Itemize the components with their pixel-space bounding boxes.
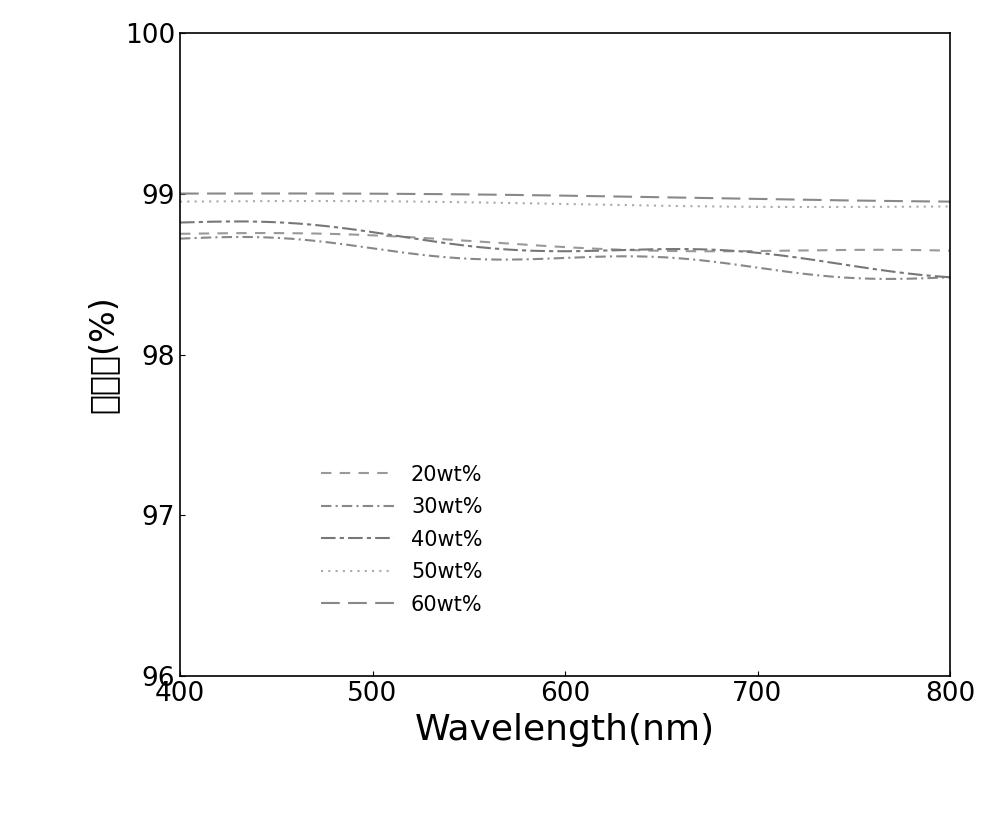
40wt% — [755, 249, 767, 258]
20wt% — [524, 240, 536, 250]
Line: 30wt%: 30wt% — [180, 237, 950, 279]
50wt% — [944, 201, 956, 211]
20wt% — [707, 246, 719, 256]
20wt% — [689, 246, 701, 256]
50wt% — [689, 201, 701, 211]
20wt% — [258, 228, 270, 238]
40wt% — [944, 272, 956, 282]
50wt% — [305, 196, 317, 206]
20wt% — [629, 245, 641, 255]
20wt% — [312, 229, 324, 239]
30wt% — [755, 263, 767, 273]
60wt% — [312, 188, 324, 198]
X-axis label: Wavelength(nm): Wavelength(nm) — [415, 713, 715, 747]
30wt% — [944, 272, 956, 282]
30wt% — [524, 254, 536, 264]
40wt% — [629, 244, 641, 254]
Legend: 20wt%, 30wt%, 40wt%, 50wt%, 60wt%: 20wt%, 30wt%, 40wt%, 50wt%, 60wt% — [321, 465, 483, 615]
20wt% — [944, 246, 956, 256]
Line: 20wt%: 20wt% — [180, 233, 950, 251]
60wt% — [689, 193, 701, 203]
60wt% — [755, 194, 767, 204]
30wt% — [373, 244, 385, 254]
40wt% — [689, 244, 701, 254]
60wt% — [373, 189, 385, 199]
40wt% — [524, 246, 536, 256]
20wt% — [756, 246, 768, 256]
20wt% — [174, 229, 186, 239]
Line: 40wt%: 40wt% — [180, 222, 950, 277]
50wt% — [373, 196, 385, 206]
40wt% — [174, 218, 186, 227]
20wt% — [373, 231, 385, 240]
60wt% — [265, 188, 277, 198]
60wt% — [629, 192, 641, 201]
30wt% — [884, 274, 896, 284]
30wt% — [174, 234, 186, 244]
30wt% — [629, 252, 641, 262]
50wt% — [813, 202, 825, 212]
50wt% — [312, 196, 324, 206]
40wt% — [312, 220, 324, 230]
Line: 60wt%: 60wt% — [180, 193, 950, 201]
50wt% — [174, 196, 186, 206]
50wt% — [629, 200, 641, 210]
50wt% — [524, 199, 536, 209]
60wt% — [174, 188, 186, 198]
30wt% — [689, 255, 701, 265]
30wt% — [234, 232, 246, 242]
Line: 50wt%: 50wt% — [180, 201, 950, 207]
50wt% — [755, 202, 767, 212]
60wt% — [944, 196, 956, 206]
Y-axis label: 透光率(%): 透光率(%) — [86, 296, 119, 413]
30wt% — [312, 236, 324, 246]
40wt% — [232, 217, 244, 227]
40wt% — [373, 228, 385, 238]
60wt% — [524, 190, 536, 200]
